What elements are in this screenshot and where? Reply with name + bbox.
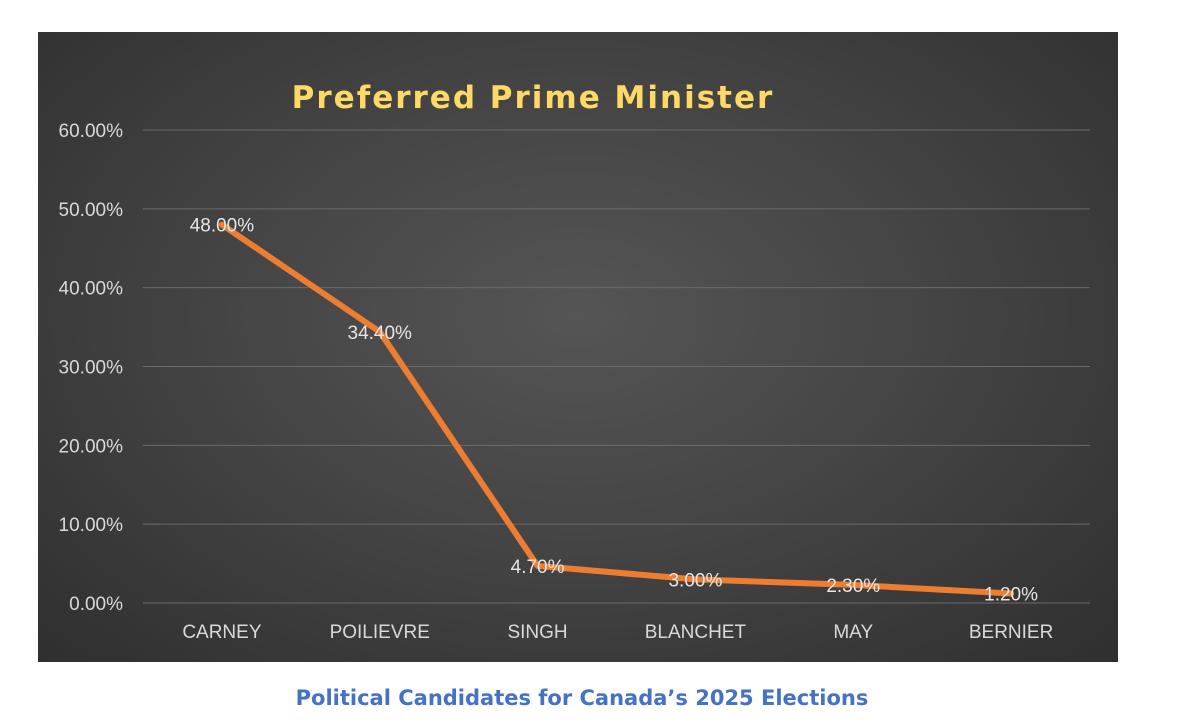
- data-label: 4.70%: [511, 557, 565, 578]
- gridlines: [143, 129, 1090, 604]
- data-label: 34.40%: [348, 323, 413, 344]
- x-tick-label: POILIEVRE: [330, 622, 430, 643]
- data-label: 48.00%: [190, 216, 255, 237]
- chart-caption: Political Candidates for Canada’s 2025 E…: [295, 686, 869, 710]
- x-tick-label: CARNEY: [182, 622, 262, 643]
- y-tick-label: 60.00%: [59, 121, 124, 142]
- y-tick-label: 50.00%: [59, 200, 124, 221]
- y-tick-label: 40.00%: [59, 279, 124, 300]
- x-tick-label: BERNIER: [969, 622, 1053, 643]
- data-label: 3.00%: [668, 570, 722, 591]
- y-tick-label: 0.00%: [69, 594, 123, 615]
- x-axis-ticks: CARNEY POILIEVRE SINGH BLANCHET MAY BERNIER: [182, 622, 1053, 643]
- series-line: [218, 221, 1015, 597]
- x-tick-label: MAY: [833, 622, 873, 643]
- y-tick-label: 20.00%: [59, 436, 124, 457]
- line-chart: 0.00% 10.00% 20.00% 30.00% 40.00% 50.00% 60.00…: [59, 80, 1090, 643]
- data-label: 1.20%: [984, 585, 1038, 606]
- chart-title: Preferred Prime Minister: [292, 80, 775, 116]
- y-tick-label: 30.00%: [59, 358, 124, 379]
- y-tick-label: 10.00%: [59, 515, 124, 536]
- data-labels: 48.00% 34.40% 4.70% 3.00% 2.30% 1.20%: [190, 216, 1038, 606]
- data-label: 2.30%: [826, 576, 880, 597]
- x-tick-label: SINGH: [507, 622, 567, 643]
- chart-panel: 0.00% 10.00% 20.00% 30.00% 40.00% 50.00% 60.00…: [38, 32, 1118, 662]
- x-tick-label: BLANCHET: [645, 622, 747, 643]
- y-axis-ticks: 0.00% 10.00% 20.00% 30.00% 40.00% 50.00% 60.00…: [59, 121, 124, 615]
